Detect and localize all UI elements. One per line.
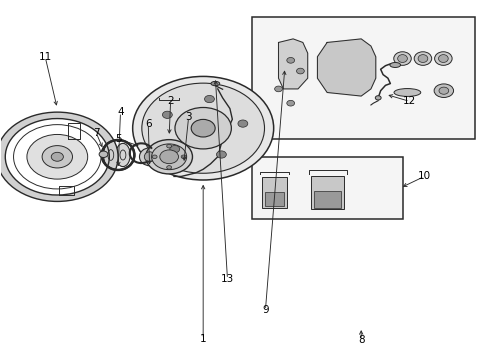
Bar [313,191,341,208]
Circle shape [191,120,215,137]
Text: 11: 11 [39,52,52,62]
Circle shape [286,100,294,106]
Text: 1: 1 [200,334,206,344]
Circle shape [286,58,294,63]
Ellipse shape [397,55,407,63]
Bar [310,176,344,210]
Text: 8: 8 [357,335,364,345]
Circle shape [162,111,172,118]
Ellipse shape [210,81,219,86]
Ellipse shape [393,89,420,96]
Ellipse shape [438,55,447,63]
Ellipse shape [393,52,410,65]
Ellipse shape [438,87,448,94]
Circle shape [142,83,264,173]
Text: 6: 6 [144,119,151,129]
Text: 12: 12 [403,96,416,107]
Circle shape [151,144,186,170]
Text: 7: 7 [93,128,100,138]
Ellipse shape [434,52,451,65]
Ellipse shape [413,52,431,65]
Ellipse shape [417,55,427,63]
Circle shape [132,76,273,180]
Circle shape [145,140,192,174]
Bar [251,157,402,219]
Ellipse shape [181,155,185,158]
Ellipse shape [166,166,171,169]
Text: 10: 10 [417,171,430,181]
Text: 4: 4 [117,107,123,117]
Ellipse shape [166,144,171,148]
Circle shape [204,95,214,103]
Circle shape [296,68,304,74]
Text: 3: 3 [185,112,191,122]
Ellipse shape [374,96,380,100]
Circle shape [175,108,231,149]
Circle shape [51,152,63,161]
Bar [262,177,286,208]
Polygon shape [278,39,307,89]
Ellipse shape [139,148,160,166]
Circle shape [160,150,178,164]
Circle shape [169,145,179,153]
Circle shape [42,145,72,168]
Wedge shape [0,112,118,202]
Text: 5: 5 [115,134,121,144]
Circle shape [27,134,87,179]
Circle shape [238,120,247,127]
Ellipse shape [433,84,453,98]
Text: 9: 9 [262,305,268,315]
Bar [264,192,284,206]
Ellipse shape [99,151,108,157]
Ellipse shape [103,143,118,167]
Ellipse shape [389,63,400,67]
Ellipse shape [116,143,130,167]
Circle shape [216,151,226,158]
Text: 13: 13 [221,274,234,284]
Ellipse shape [152,155,157,158]
Circle shape [274,86,282,92]
Ellipse shape [144,152,155,162]
Text: 2: 2 [167,96,174,107]
Bar [251,18,474,139]
Polygon shape [317,39,375,96]
